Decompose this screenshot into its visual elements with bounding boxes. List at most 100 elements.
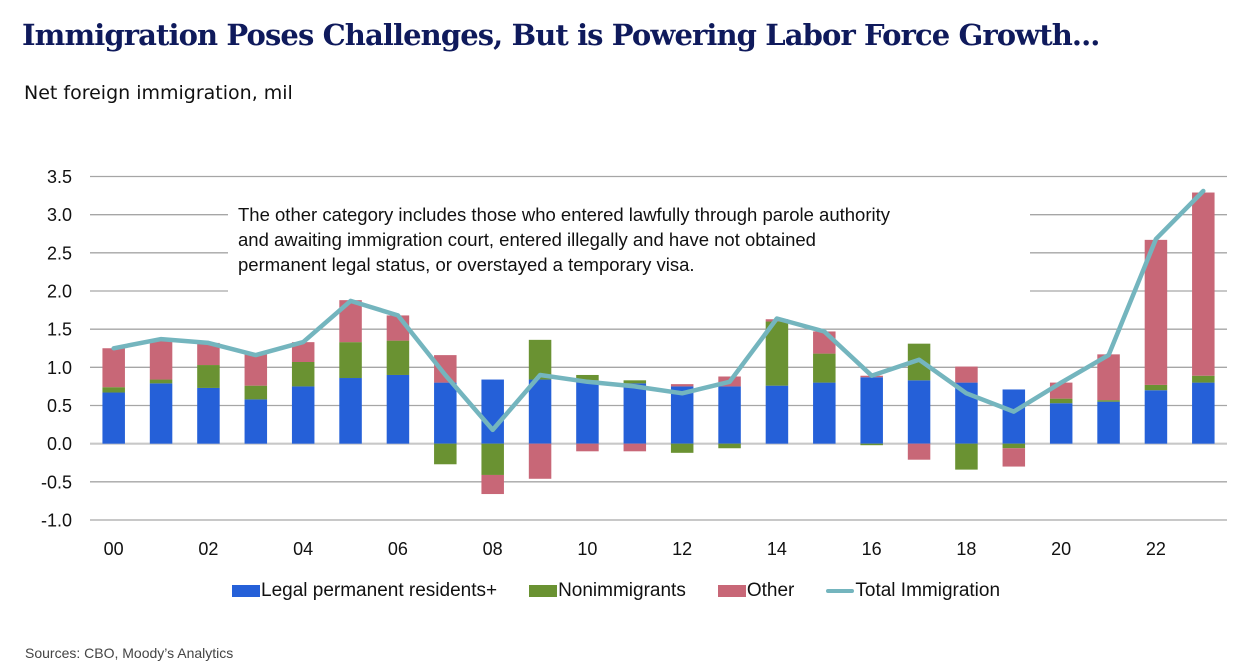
bar-legal-permanent-residents-2021 <box>1097 401 1120 444</box>
bar-legal-permanent-residents-2008 <box>481 379 504 444</box>
annotation-line: and awaiting immigration court, entered … <box>238 229 816 250</box>
bar-other-2012 <box>670 384 694 387</box>
y-tick-label: -0.5 <box>41 472 72 492</box>
bar-nonimmigrants-2003 <box>244 385 268 400</box>
y-tick-label: 0.0 <box>47 434 72 454</box>
bar-other-2003 <box>244 354 268 386</box>
x-tick-label: 10 <box>577 539 597 559</box>
x-axis-ticks: 00 02 04 06 08 10 12 14 16 18 20 22 <box>104 539 1166 559</box>
bar-legal-permanent-residents-2002 <box>197 387 220 444</box>
bars <box>102 192 1215 495</box>
x-tick-label: 16 <box>862 539 882 559</box>
bar-legal-permanent-residents-2017 <box>907 380 931 444</box>
y-tick-label: 1.5 <box>47 320 72 340</box>
x-tick-label: 02 <box>198 539 218 559</box>
bar-nonimmigrants-2023 <box>1192 375 1215 383</box>
y-tick-label: 2.5 <box>47 243 72 263</box>
bar-other-2000 <box>102 348 125 388</box>
bar-legal-permanent-residents-2000 <box>102 392 125 444</box>
legend-swatch-total <box>826 589 855 593</box>
bar-other-2009 <box>528 443 552 479</box>
source-note: Sources: CBO, Moody’s Analytics <box>25 645 234 661</box>
bar-legal-permanent-residents-2011 <box>623 383 647 444</box>
bar-other-2008 <box>481 474 504 495</box>
bar-nonimmigrants-2006 <box>386 340 410 375</box>
y-tick-label: -1.0 <box>41 511 72 531</box>
legend-label: Nonimmigrants <box>558 580 686 601</box>
annotation-line: permanent legal status, or overstayed a … <box>238 254 695 275</box>
bar-legal-permanent-residents-2009 <box>528 379 552 444</box>
bar-nonimmigrants-2021 <box>1097 400 1120 402</box>
bar-nonimmigrants-2019 <box>1002 443 1026 449</box>
bar-legal-permanent-residents-2012 <box>670 386 694 444</box>
x-tick-label: 18 <box>956 539 976 559</box>
bar-nonimmigrants-2000 <box>102 387 125 393</box>
annotation-line: The other category includes those who en… <box>238 204 890 225</box>
bar-legal-permanent-residents-2004 <box>291 386 315 444</box>
bar-other-2021 <box>1097 354 1120 401</box>
bar-other-2002 <box>197 342 220 366</box>
bar-legal-permanent-residents-2016 <box>860 377 883 444</box>
y-axis-ticks: 3.5 3.0 2.5 2.0 1.5 1.0 0.5 0.0 -0.5 -1.0 <box>41 167 72 531</box>
bar-nonimmigrants-2002 <box>197 365 220 388</box>
bar-other-2001 <box>149 340 173 380</box>
bar-nonimmigrants-2018 <box>955 443 978 470</box>
bar-nonimmigrants-2009 <box>528 339 552 380</box>
bar-nonimmigrants-2005 <box>339 342 362 379</box>
bar-other-2010 <box>576 443 599 452</box>
bar-nonimmigrants-2004 <box>291 361 315 387</box>
bar-other-2005 <box>339 300 362 343</box>
chart-subtitle: Net foreign immigration, mil <box>24 82 293 104</box>
y-tick-label: 1.0 <box>47 358 72 378</box>
bar-other-2018 <box>955 366 978 383</box>
total-line <box>111 188 1206 433</box>
legend-swatch-nonimmigrants <box>529 585 558 597</box>
legend: Legal permanent residents+ Nonimmigrants… <box>232 580 1032 602</box>
bar-legal-permanent-residents-2003 <box>244 399 268 444</box>
x-tick-label: 06 <box>388 539 408 559</box>
bar-nonimmigrants-2022 <box>1144 384 1168 391</box>
bar-other-2004 <box>291 342 315 362</box>
bar-legal-permanent-residents-2010 <box>576 380 599 444</box>
bar-legal-permanent-residents-2013 <box>718 386 741 444</box>
bar-other-2017 <box>907 443 931 460</box>
legend-label: Total Immigration <box>855 580 1001 601</box>
chart-title: Immigration Poses Challenges, But is Pow… <box>22 18 1100 52</box>
bar-nonimmigrants-2011 <box>623 380 647 384</box>
bar-other-2019 <box>1002 448 1026 467</box>
bar-legal-permanent-residents-2006 <box>386 374 410 444</box>
x-tick-label: 20 <box>1051 539 1071 559</box>
bar-nonimmigrants-2008 <box>481 443 504 475</box>
bar-nonimmigrants-2016 <box>860 443 883 446</box>
y-tick-label: 0.5 <box>47 396 72 416</box>
bar-nonimmigrants-2015 <box>813 353 836 383</box>
bar-nonimmigrants-2013 <box>718 443 741 449</box>
bar-nonimmigrants-2001 <box>149 379 173 384</box>
bar-other-2015 <box>813 331 836 354</box>
legend-swatch-other <box>717 585 746 597</box>
legend-label: Legal permanent residents+ <box>261 580 498 601</box>
bar-legal-permanent-residents-2007 <box>434 382 457 444</box>
x-tick-label: 04 <box>293 539 313 559</box>
bar-other-2007 <box>434 355 457 383</box>
bar-legal-permanent-residents-2022 <box>1144 390 1168 444</box>
bar-other-2023 <box>1192 192 1215 376</box>
x-tick-label: 08 <box>483 539 503 559</box>
bar-nonimmigrants-2014 <box>765 321 789 386</box>
legend-item-nonimmigrants: Nonimmigrants <box>529 580 686 602</box>
bar-nonimmigrants-2012 <box>670 443 694 453</box>
bar-legal-permanent-residents-2020 <box>1049 403 1073 444</box>
bar-legal-permanent-residents-2001 <box>149 383 173 444</box>
y-tick-label: 3.0 <box>47 205 72 225</box>
x-tick-label: 22 <box>1146 539 1166 559</box>
gridlines <box>90 175 1227 521</box>
y-tick-label: 3.5 <box>47 167 72 187</box>
annotation-box: The other category includes those who en… <box>228 202 1030 292</box>
line-total-immigration <box>111 188 1206 433</box>
bar-legal-permanent-residents-2014 <box>765 385 789 444</box>
legend-item-total-immigration: Total Immigration <box>826 580 1000 602</box>
legend-item-legal-permanent-residents: Legal permanent residents+ <box>232 580 497 602</box>
bar-nonimmigrants-2010 <box>576 374 599 381</box>
x-tick-label: 14 <box>767 539 787 559</box>
